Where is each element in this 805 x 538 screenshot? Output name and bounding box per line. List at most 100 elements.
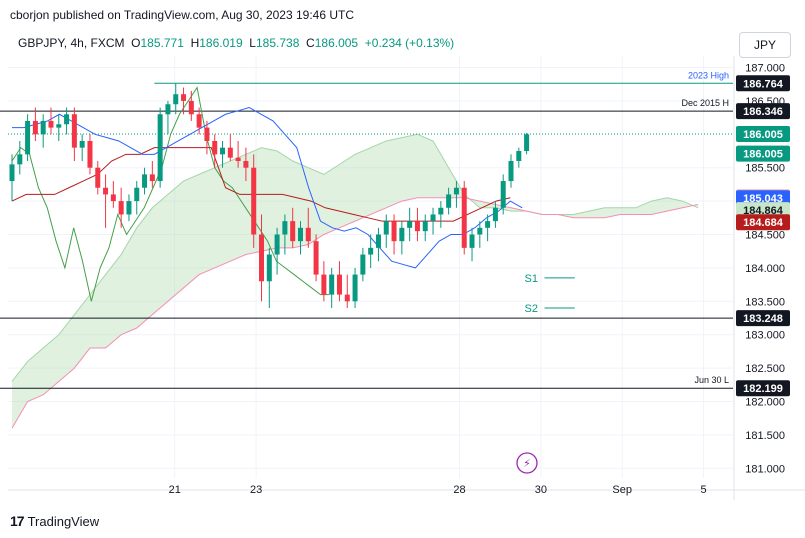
price-badge [736,145,790,162]
ohlc-close-label: C [306,36,315,50]
price-badge-label: 186.005 [743,149,783,161]
candle-body [508,161,514,182]
candle-body [414,221,420,232]
candle-body [422,221,428,232]
price-change: +0.234 (+0.13%) [364,36,455,50]
candle-body [352,274,358,302]
candle-body [313,241,319,275]
candle-body [329,274,335,295]
price-badge [736,75,790,92]
candle-body [157,114,163,182]
price-badge-label: 183.248 [743,313,783,325]
tradingview-logo-icon: 17 [10,513,25,529]
candle-body [165,104,171,115]
price-badge-label: 184.684 [743,217,784,229]
price-badge [736,380,790,397]
lightning-icon: ⚡ [523,457,531,470]
y-tick-label: 182.000 [745,397,785,409]
candle-body [40,120,46,135]
y-tick-label: 185.500 [745,163,785,175]
candle-body [220,147,226,155]
publisher-header: cborjon published on TradingView.com, Au… [10,8,355,22]
x-tick-label: 30 [535,484,547,496]
price-badge [736,125,790,142]
y-tick-label: 183.000 [745,330,785,342]
ohlc-high-label: H [190,36,200,50]
price-badge-label: 184.864 [743,205,784,217]
price-badge-label: 186.346 [743,106,783,118]
brand-name: TradingView [27,513,100,529]
ohlc-high: 186.019 [199,36,243,50]
y-tick-label: 182.500 [745,363,785,375]
candle-body [251,167,257,235]
price-badge [736,310,790,327]
pivot-label: S1 [525,273,538,285]
candle-body [375,234,381,248]
candle-body [453,187,459,195]
candle-body [477,227,483,235]
candle-body [321,274,327,295]
y-tick-label: 181.500 [745,430,785,442]
candle-body [368,247,374,255]
ichimoku-cloud [12,134,699,429]
currency-button[interactable]: JPY [739,32,791,58]
candle-body [25,120,31,155]
senkou-span-b [11,197,699,429]
y-tick-label: 181.000 [745,463,785,475]
price-badge-label: 182.199 [743,383,783,395]
candle-body [181,94,187,101]
candle-body [290,221,296,242]
candle-body [391,221,397,242]
candle-body [110,194,116,202]
candle-body [212,140,218,155]
candle-body [344,294,350,302]
candle-body [149,174,155,182]
candle-body [134,187,140,202]
y-tick-label: 184.000 [745,263,785,275]
chikou-span [11,86,330,302]
candle-body [118,201,124,215]
symbol-legend: GBPJPY, 4h, FXCM O185.771 H186.019 L185.… [18,36,454,50]
ohlc-open: 185.771 [140,36,184,50]
candle-body [103,187,109,195]
candle-body [56,124,62,128]
senkou-span-a [11,133,699,382]
candle-body [227,147,233,158]
candle-body [79,140,85,148]
candle-body [485,221,491,228]
candle-body [305,227,311,242]
ohlc-open-label: O [131,36,141,50]
pivot-label: S2 [525,303,538,315]
candle-body [399,227,405,242]
candle-body [282,221,288,235]
candle-body [360,254,366,275]
candle-body [64,114,70,125]
ohlc-low: 185.738 [255,36,300,50]
candle-body [266,254,272,282]
candle-body [95,167,101,188]
candle-body [430,214,436,222]
candle-body [243,161,249,168]
candle-body [142,174,148,188]
candle-body [196,114,202,128]
candle-body [71,114,77,148]
price-badge-label: 186.764 [743,78,784,90]
y-tick-label: 184.500 [745,230,785,242]
tenkan-sen [12,107,523,269]
ohlc-close: 186.005 [314,36,359,50]
candle-body [297,227,303,242]
candle-body [407,221,413,228]
symbol-name[interactable]: GBPJPY, 4h, FXCM [18,36,125,50]
x-tick-label: 23 [250,484,262,496]
level-label: Dec 2015 H [681,98,729,108]
candle-body [9,164,15,182]
candle-body [438,207,444,215]
flash-icon [516,452,538,474]
candle-body [235,157,241,162]
x-tick-label: 5 [700,484,706,496]
price-badge [736,103,790,120]
candle-body [461,187,467,248]
y-tick-label: 187.000 [745,63,785,75]
level-label: Jun 30 L [694,375,729,385]
